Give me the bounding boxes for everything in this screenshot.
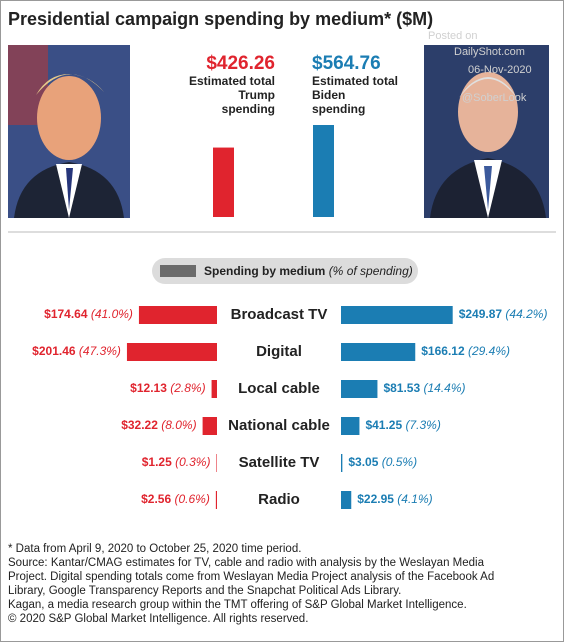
watermark-text: Posted on — [428, 30, 478, 42]
legend-note: (% of spending) — [329, 264, 413, 278]
bar — [138, 306, 217, 324]
bar — [341, 380, 378, 398]
value-amount: $1.25 — [142, 455, 172, 469]
value-share: (0.3%) — [175, 455, 210, 469]
total-label: $564.76 — [312, 53, 381, 74]
watermark: Posted on DailyShot.com 06-Nov-2020 @SoberL… — [428, 30, 532, 104]
value-amount: $32.22 — [121, 418, 158, 432]
value-label: $166.12 (29.4%) — [421, 344, 510, 358]
bar — [341, 343, 416, 361]
value-amount: $3.05 — [348, 455, 378, 469]
value-amount: $201.46 — [32, 344, 76, 358]
value-share: (4.1%) — [397, 492, 432, 506]
value-label: $41.25 (7.3%) — [365, 418, 440, 432]
category-label: Radio — [258, 491, 300, 508]
value-amount: $12.13 — [130, 381, 167, 395]
footnote: © 2020 S&P Global Market Intelligence. A… — [8, 613, 308, 625]
bar — [202, 417, 217, 435]
value-share: (29.4%) — [468, 344, 510, 358]
total-bar — [313, 125, 334, 217]
category-label: Broadcast TV — [231, 306, 328, 323]
value-label: $81.53 (14.4%) — [383, 381, 465, 395]
bar — [341, 491, 352, 509]
value-amount: $81.53 — [383, 381, 420, 395]
photo-left — [8, 45, 130, 218]
total-bar — [213, 147, 234, 217]
total-label: $426.26 — [206, 53, 275, 74]
value-share: (0.5%) — [382, 455, 417, 469]
total-caption: Biden — [312, 88, 345, 102]
footnote: Library, Google Transparency Reports and… — [8, 585, 401, 597]
bar — [341, 417, 360, 435]
legend-swatch — [160, 265, 196, 277]
value-amount: $22.95 — [357, 492, 394, 506]
footnote: * Data from April 9, 2020 to October 25,… — [8, 543, 301, 555]
value-share: (47.3%) — [79, 344, 121, 358]
bar — [216, 454, 217, 472]
value-amount: $2.56 — [141, 492, 171, 506]
total-caption: spending — [222, 102, 275, 116]
value-amount: $166.12 — [421, 344, 465, 358]
value-label: $1.25 (0.3%) — [142, 455, 211, 469]
category-label: Digital — [256, 343, 302, 360]
total-caption: Trump — [238, 88, 275, 102]
footnote: Project. Digital spending totals come fr… — [8, 571, 494, 583]
value-label: $201.46 (47.3%) — [32, 344, 121, 358]
value-share: (41.0%) — [91, 307, 133, 321]
value-share: (14.4%) — [423, 381, 465, 395]
value-share: (2.8%) — [170, 381, 205, 395]
value-label: $12.13 (2.8%) — [130, 381, 205, 395]
footnote: Kagan, a media research group within the… — [8, 599, 467, 611]
value-label: $2.56 (0.6%) — [141, 492, 210, 506]
bar — [341, 306, 453, 324]
category-label: Satellite TV — [239, 454, 320, 471]
value-label: $32.22 (8.0%) — [121, 418, 196, 432]
value-amount: $249.87 — [459, 307, 503, 321]
value-amount: $41.25 — [365, 418, 402, 432]
legend-text: Spending by medium — [204, 264, 325, 278]
total-caption: Estimated total — [312, 74, 398, 88]
bar — [126, 343, 217, 361]
value-share: (8.0%) — [161, 418, 196, 432]
legend-box — [152, 258, 418, 284]
value-label: $174.64 (41.0%) — [44, 307, 133, 321]
value-label: $22.95 (4.1%) — [357, 492, 432, 506]
category-label: Local cable — [238, 380, 320, 397]
watermark-text: 06-Nov-2020 — [468, 64, 532, 76]
value-share: (44.2%) — [505, 307, 547, 321]
value-share: (0.6%) — [175, 492, 210, 506]
chart-title: Presidential campaign spending by medium… — [8, 9, 433, 29]
total-caption: spending — [312, 102, 365, 116]
legend-label: Spending by medium (% of spending) — [204, 264, 413, 278]
bar — [341, 454, 343, 472]
watermark-text: DailyShot.com — [454, 46, 525, 58]
value-label: $3.05 (0.5%) — [348, 455, 417, 469]
photo-right — [424, 45, 549, 218]
bar — [211, 380, 217, 398]
total-caption: Estimated total — [189, 74, 275, 88]
footnote: Source: Kantar/CMAG estimates for TV, ca… — [8, 557, 485, 569]
category-label: National cable — [228, 417, 330, 434]
watermark-text: @SoberLook — [462, 92, 527, 104]
bar — [215, 491, 217, 509]
value-share: (7.3%) — [405, 418, 440, 432]
value-label: $249.87 (44.2%) — [459, 307, 548, 321]
value-amount: $174.64 — [44, 307, 88, 321]
